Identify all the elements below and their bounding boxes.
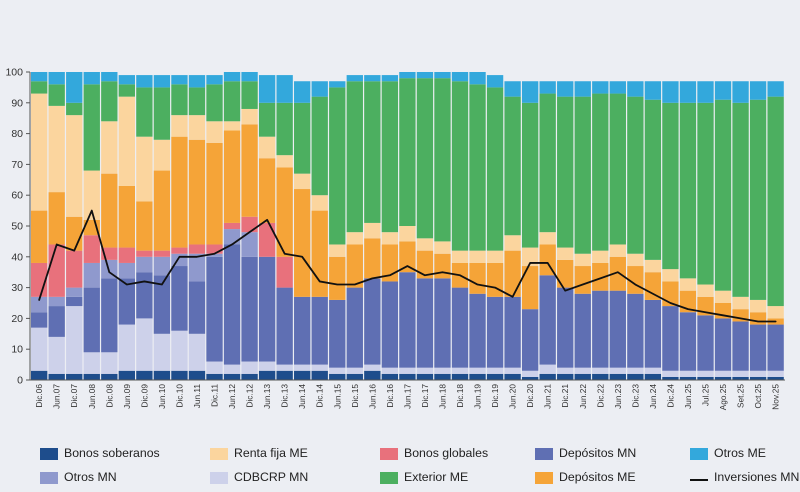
svg-text:Jun.14: Jun.14 bbox=[297, 384, 307, 409]
svg-text:Dic.09: Dic.09 bbox=[139, 384, 149, 408]
svg-text:40: 40 bbox=[11, 251, 23, 263]
svg-text:Jun.23: Jun.23 bbox=[613, 384, 623, 409]
svg-text:Dic.07: Dic.07 bbox=[69, 384, 79, 408]
svg-text:Jun.20: Jun.20 bbox=[508, 384, 518, 409]
svg-text:Nov.25: Nov.25 bbox=[771, 384, 781, 410]
svg-text:Jun.18: Jun.18 bbox=[437, 384, 447, 409]
svg-text:Jun.10: Jun.10 bbox=[157, 384, 167, 409]
svg-text:Dic.18: Dic.18 bbox=[455, 384, 465, 408]
svg-text:50: 50 bbox=[11, 221, 23, 233]
svg-text:Dic.15: Dic.15 bbox=[350, 384, 360, 408]
svg-text:Set.25: Set.25 bbox=[736, 384, 746, 408]
svg-text:Jun.16: Jun.16 bbox=[367, 384, 377, 409]
svg-text:Jun.08: Jun.08 bbox=[87, 384, 97, 409]
svg-text:Dic.17: Dic.17 bbox=[420, 384, 430, 408]
svg-text:Dic.21: Dic.21 bbox=[560, 384, 570, 408]
svg-text:Dic.20: Dic.20 bbox=[525, 384, 535, 408]
svg-text:Jun.13: Jun.13 bbox=[262, 384, 272, 409]
svg-text:Dic.24: Dic.24 bbox=[665, 384, 675, 408]
svg-text:Jun.21: Jun.21 bbox=[543, 384, 553, 409]
svg-text:Dic.08: Dic.08 bbox=[104, 384, 114, 408]
svg-text:Jul.25: Jul.25 bbox=[700, 384, 710, 407]
svg-text:Ago.25: Ago.25 bbox=[718, 384, 728, 411]
svg-text:Jun.17: Jun.17 bbox=[402, 384, 412, 409]
svg-text:10: 10 bbox=[11, 344, 23, 356]
svg-text:Jun.11: Jun.11 bbox=[192, 384, 202, 409]
svg-text:30: 30 bbox=[11, 282, 23, 294]
svg-text:Oct.25: Oct.25 bbox=[753, 384, 763, 409]
svg-text:Jun.25: Jun.25 bbox=[683, 384, 693, 409]
svg-text:Jun.19: Jun.19 bbox=[473, 384, 483, 409]
svg-text:Dic.23: Dic.23 bbox=[630, 384, 640, 408]
svg-text:Jun.09: Jun.09 bbox=[122, 384, 132, 409]
svg-text:Dic.19: Dic.19 bbox=[490, 384, 500, 408]
svg-text:20: 20 bbox=[11, 313, 23, 325]
svg-text:Dic.12: Dic.12 bbox=[245, 384, 255, 408]
svg-text:Dic.22: Dic.22 bbox=[595, 384, 605, 408]
svg-text:Dic.11: Dic.11 bbox=[210, 384, 220, 407]
svg-text:90: 90 bbox=[11, 97, 23, 109]
svg-text:Jun.22: Jun.22 bbox=[578, 384, 588, 409]
svg-text:Dic.13: Dic.13 bbox=[280, 384, 290, 408]
svg-text:Dic.06: Dic.06 bbox=[34, 384, 44, 408]
svg-text:0: 0 bbox=[17, 375, 23, 387]
svg-text:70: 70 bbox=[11, 159, 23, 171]
svg-text:Jun.07: Jun.07 bbox=[52, 384, 62, 409]
svg-text:Jun.12: Jun.12 bbox=[227, 384, 237, 409]
svg-text:Jun.24: Jun.24 bbox=[648, 384, 658, 409]
svg-text:60: 60 bbox=[11, 190, 23, 202]
svg-text:100: 100 bbox=[5, 67, 23, 79]
svg-text:Dic.14: Dic.14 bbox=[315, 384, 325, 408]
svg-text:Dic.10: Dic.10 bbox=[174, 384, 184, 408]
svg-text:80: 80 bbox=[11, 128, 23, 140]
svg-text:Jun.15: Jun.15 bbox=[332, 384, 342, 409]
svg-text:Dic.16: Dic.16 bbox=[385, 384, 395, 408]
